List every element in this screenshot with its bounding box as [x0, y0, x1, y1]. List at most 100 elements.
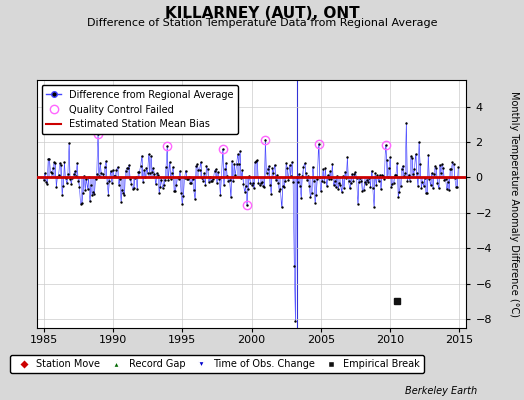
Point [409, 170, 418, 177]
Point [222, 160, 231, 166]
Point [384, 174, 392, 180]
Point [192, 163, 200, 169]
Point [327, 176, 335, 182]
Point [39, 177, 48, 184]
Point [305, 183, 313, 189]
Point [438, 161, 446, 168]
Point [135, 168, 144, 175]
Point [289, 179, 297, 186]
Point [351, 169, 359, 176]
Point [386, 154, 395, 160]
Point [398, 166, 406, 172]
Point [82, 176, 91, 182]
Point [52, 184, 60, 190]
Point [435, 162, 444, 168]
Point [330, 182, 338, 188]
Point [209, 175, 217, 182]
Point [132, 174, 140, 180]
Point [70, 171, 78, 178]
Point [112, 167, 121, 174]
Point [150, 171, 159, 177]
Point [410, 166, 419, 172]
Point [65, 140, 73, 146]
Point [361, 179, 369, 186]
Point [402, 119, 410, 126]
Point [72, 173, 80, 179]
Point [335, 180, 344, 186]
Point [81, 187, 90, 193]
Point [149, 165, 158, 171]
Point [115, 181, 123, 188]
Point [248, 180, 257, 186]
Point [308, 190, 316, 196]
Point [99, 171, 107, 177]
Point [421, 175, 429, 182]
Point [179, 193, 188, 199]
Point [139, 179, 147, 186]
Point [379, 173, 387, 179]
Point [364, 178, 373, 185]
Point [381, 142, 390, 148]
Point [101, 164, 109, 170]
Point [432, 164, 441, 171]
Point [238, 167, 246, 173]
Point [290, 263, 299, 269]
Point [362, 180, 370, 187]
Point [415, 139, 423, 145]
Point [244, 186, 252, 192]
Point [418, 178, 427, 185]
Point [50, 159, 58, 166]
Point [333, 172, 341, 179]
Point [44, 156, 52, 162]
Point [419, 183, 428, 189]
Point [243, 202, 251, 208]
Point [126, 176, 135, 183]
Point [405, 172, 413, 178]
Point [411, 151, 420, 157]
Point [176, 168, 184, 174]
Point [147, 152, 155, 159]
Point [260, 184, 268, 190]
Point [258, 179, 266, 185]
Point [399, 163, 407, 169]
Point [84, 174, 93, 180]
Point [199, 178, 207, 184]
Point [43, 181, 51, 187]
Point [128, 185, 137, 192]
Point [392, 172, 400, 178]
Point [121, 192, 129, 198]
Point [339, 173, 347, 180]
Point [345, 185, 354, 192]
Point [281, 178, 289, 184]
Point [323, 172, 332, 178]
Point [107, 179, 116, 186]
Point [313, 176, 322, 182]
Point [237, 175, 245, 181]
Point [125, 162, 133, 168]
Point [191, 196, 199, 202]
Point [220, 182, 228, 188]
Point [129, 184, 138, 191]
Point [449, 159, 457, 166]
Point [180, 175, 189, 182]
Point [91, 176, 100, 182]
Point [49, 165, 57, 172]
Point [424, 152, 432, 158]
Point [264, 166, 272, 172]
Point [104, 192, 113, 198]
Point [350, 170, 358, 177]
Point [336, 182, 345, 188]
Point [142, 165, 150, 171]
Point [267, 190, 275, 197]
Point [177, 190, 185, 196]
Point [51, 160, 59, 166]
Point [231, 172, 239, 178]
Point [219, 146, 227, 152]
Point [167, 176, 175, 182]
Point [347, 180, 355, 186]
Point [88, 192, 96, 198]
Point [416, 160, 424, 167]
Point [304, 173, 312, 179]
Point [57, 162, 65, 168]
Point [274, 180, 282, 186]
